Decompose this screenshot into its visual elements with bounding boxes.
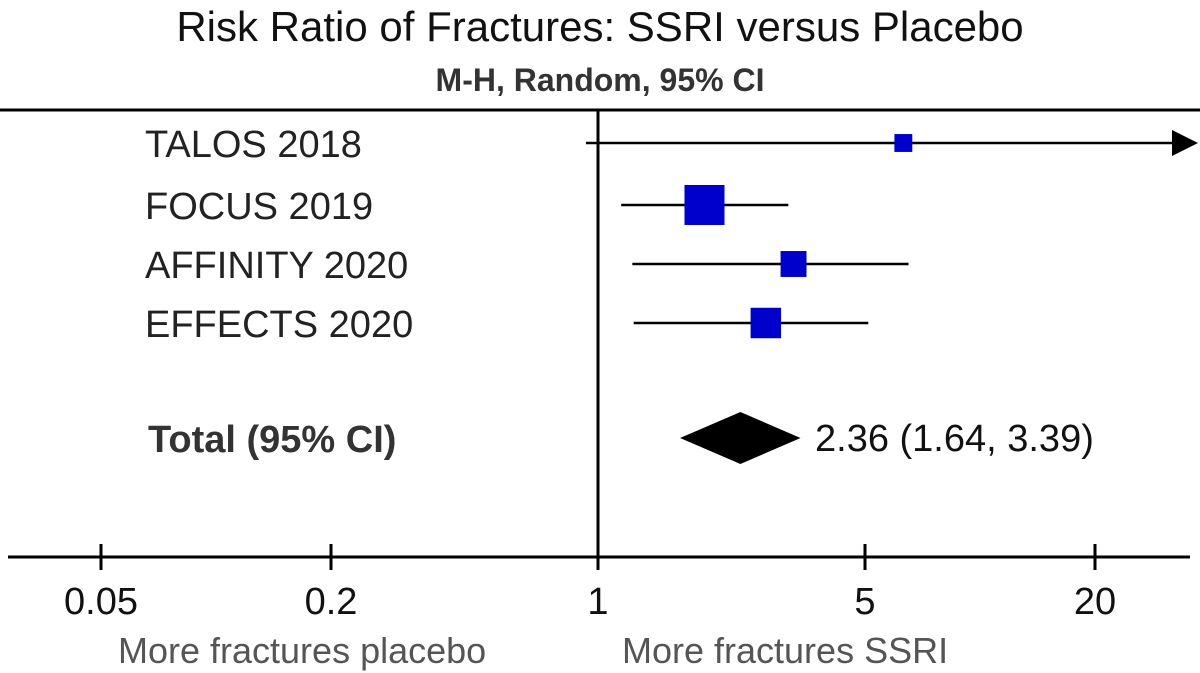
study-label: FOCUS 2019 bbox=[145, 186, 373, 228]
chart-title: Risk Ratio of Fractures: SSRI versus Pla… bbox=[176, 3, 1024, 50]
study-label: EFFECTS 2020 bbox=[145, 304, 413, 346]
total-label: Total (95% CI) bbox=[148, 419, 396, 461]
direction-label-left: More fractures placebo bbox=[118, 630, 486, 671]
study-point-marker bbox=[894, 134, 913, 152]
total-diamond bbox=[680, 412, 801, 464]
ci-arrow-icon bbox=[1172, 130, 1198, 156]
study-point-marker bbox=[684, 185, 725, 225]
x-tick-label: 0.2 bbox=[305, 581, 358, 623]
x-tick-label: 20 bbox=[1074, 581, 1116, 623]
direction-label-right: More fractures SSRI bbox=[622, 630, 948, 671]
x-tick-label: 1 bbox=[587, 581, 608, 623]
total-value-label: 2.36 (1.64, 3.39) bbox=[815, 418, 1094, 460]
chart-subtitle: M-H, Random, 95% CI bbox=[435, 62, 765, 98]
study-point-marker bbox=[750, 307, 782, 339]
x-tick-label: 0.05 bbox=[64, 581, 138, 623]
study-point-marker bbox=[780, 251, 807, 277]
x-tick-label: 5 bbox=[854, 581, 875, 623]
study-label: TALOS 2018 bbox=[145, 124, 362, 166]
study-label: AFFINITY 2020 bbox=[145, 245, 408, 287]
